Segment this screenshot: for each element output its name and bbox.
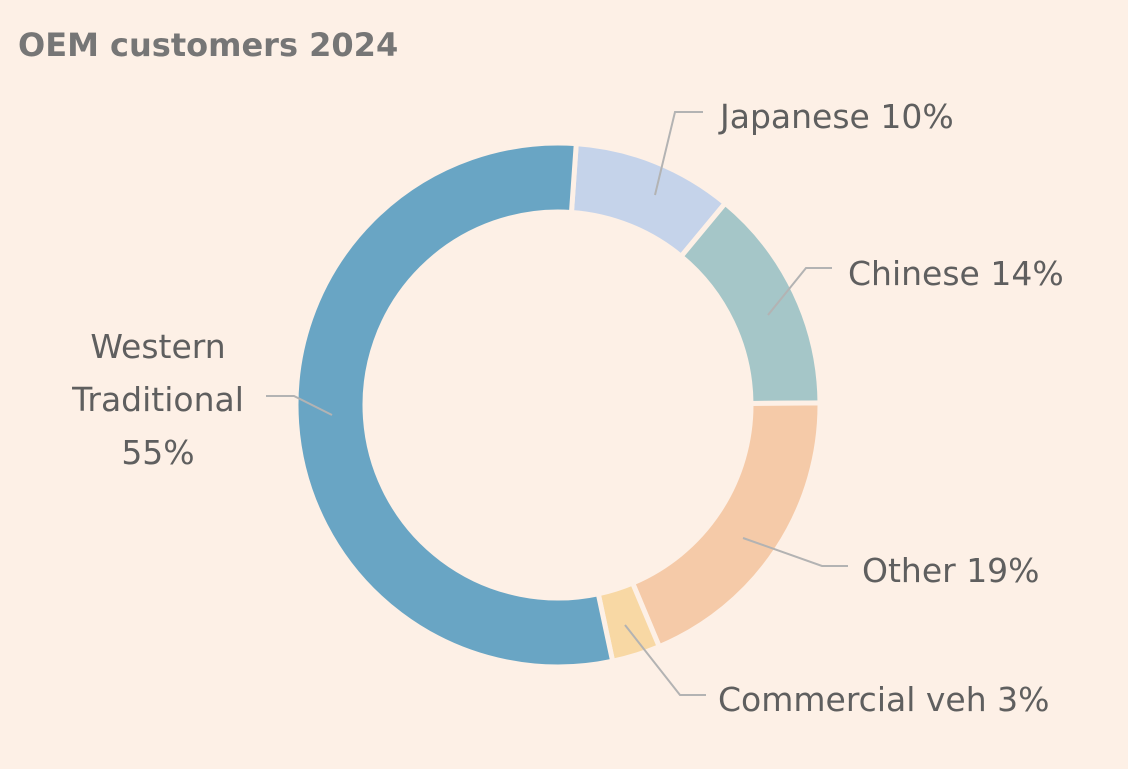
leader-line-2 — [767, 267, 832, 316]
leader-line-3 — [742, 537, 848, 567]
leader-line-1 — [654, 111, 703, 196]
chart-title: OEM customers 2024 — [18, 26, 399, 64]
leader-line-4 — [624, 624, 706, 696]
slice-label-1: Japanese 10% — [718, 97, 954, 136]
donut-slice-5 — [293, 140, 616, 670]
donut-slice-2 — [677, 199, 823, 406]
leader-line-5 — [266, 395, 333, 416]
slice-label-2: Chinese 14% — [848, 254, 1064, 293]
slice-label-4: Commercial veh 3% — [718, 680, 1049, 719]
donut-slice-3 — [629, 400, 823, 650]
slice-label-5: Western Traditional 55% — [71, 327, 244, 472]
slice-label-3: Other 19% — [862, 551, 1040, 590]
